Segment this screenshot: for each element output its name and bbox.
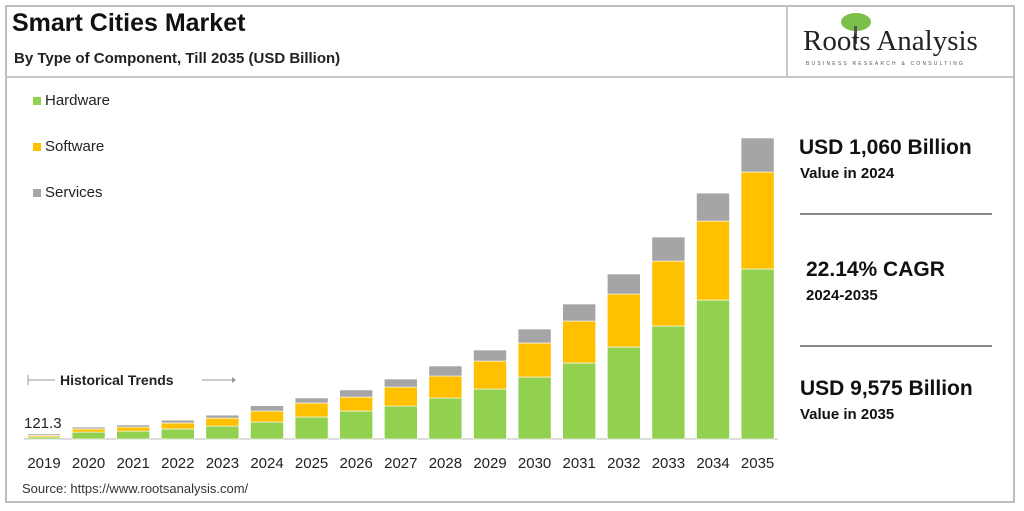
bar-hardware-2025 xyxy=(294,416,329,440)
bar-software-2035 xyxy=(740,171,775,270)
legend-label: Software xyxy=(45,138,105,155)
data-label-2019: 121.3 xyxy=(24,415,62,432)
chart-title: Smart Cities Market xyxy=(12,9,246,37)
bar-software-2031 xyxy=(562,320,597,364)
bar-hardware-2033 xyxy=(651,325,686,440)
logo-tagline: BUSINESS RESEARCH & CONSULTING xyxy=(806,61,965,67)
bar-software-2023 xyxy=(205,417,240,427)
frame xyxy=(5,5,1015,503)
legend-label: Hardware xyxy=(45,92,111,109)
x-tick-label: 2019 xyxy=(27,455,60,472)
x-tick-label: 2032 xyxy=(607,455,640,472)
bar-software-2028 xyxy=(428,375,463,399)
divider xyxy=(800,345,992,347)
bar-services-2028 xyxy=(428,365,463,377)
bar-services-2031 xyxy=(562,303,597,322)
bar-software-2022 xyxy=(161,422,195,430)
bar-software-2020 xyxy=(71,428,106,433)
bar-software-2026 xyxy=(339,396,374,412)
x-tick-label: 2027 xyxy=(384,455,417,472)
bar-software-2032 xyxy=(606,293,641,348)
x-tick-label: 2028 xyxy=(429,455,462,472)
logo-box xyxy=(786,5,1017,77)
x-tick-label: 2029 xyxy=(473,455,506,472)
bar-software-2034 xyxy=(696,220,730,301)
bar-hardware-2035 xyxy=(740,268,775,440)
bar-hardware-2032 xyxy=(606,346,641,440)
legend-item-hardware: Hardware xyxy=(33,92,110,109)
bar-services-2026 xyxy=(339,389,374,398)
bar-services-2032 xyxy=(606,273,641,295)
bar-hardware-2034 xyxy=(696,299,730,440)
logo: Roots Analysis xyxy=(803,25,978,57)
x-tick-label: 2024 xyxy=(250,455,283,472)
arrow-head-icon xyxy=(232,377,236,383)
bar-software-2024 xyxy=(250,410,284,423)
bar-services-2027 xyxy=(383,378,418,388)
bar-software-2030 xyxy=(517,342,552,378)
bar-hardware-2020 xyxy=(71,431,106,440)
x-tick-label: 2023 xyxy=(206,455,239,472)
x-tick-label: 2022 xyxy=(161,455,194,472)
chart-subtitle: By Type of Component, Till 2035 (USD Bil… xyxy=(14,50,341,67)
bar-services-2022 xyxy=(161,419,195,424)
highlight-cagr-value: 22.14% CAGR xyxy=(806,258,945,281)
bar-services-2019 xyxy=(27,433,61,436)
bar-software-2033 xyxy=(651,260,686,327)
bar-services-2033 xyxy=(651,236,686,262)
bar-services-2035 xyxy=(740,137,775,173)
x-tick-label: 2021 xyxy=(117,455,150,472)
bar-hardware-2026 xyxy=(339,410,374,440)
bar-services-2024 xyxy=(250,405,284,412)
highlight-2024-value: USD 1,060 Billion xyxy=(799,136,972,159)
bar-hardware-2028 xyxy=(428,397,463,440)
header-divider xyxy=(5,76,1015,78)
x-tick-label: 2026 xyxy=(340,455,373,472)
x-tick-label: 2035 xyxy=(741,455,774,472)
x-tick-label: 2034 xyxy=(696,455,729,472)
bar-software-2021 xyxy=(116,426,150,432)
divider xyxy=(800,213,992,215)
historical-trends-annotation: Historical Trends xyxy=(60,372,174,388)
bar-services-2020 xyxy=(71,426,106,430)
bar-services-2029 xyxy=(473,349,507,362)
bar-services-2034 xyxy=(696,192,730,222)
bar-software-2025 xyxy=(294,402,329,418)
highlight-2024-caption: Value in 2024 xyxy=(800,165,895,182)
bar-hardware-2022 xyxy=(161,428,195,440)
legend-item-software: Software xyxy=(33,138,104,155)
x-tick-label: 2020 xyxy=(72,455,105,472)
source-note: Source: https://www.rootsanalysis.com/ xyxy=(22,481,249,496)
bar-hardware-2024 xyxy=(250,421,284,440)
bar-hardware-2021 xyxy=(116,430,150,440)
legend-swatch xyxy=(33,189,41,197)
bar-hardware-2029 xyxy=(473,388,507,440)
legend-swatch xyxy=(33,143,41,151)
bar-hardware-2031 xyxy=(562,362,597,440)
bar-hardware-2019 xyxy=(27,436,61,440)
bar-hardware-2023 xyxy=(205,425,240,440)
x-tick-label: 2033 xyxy=(652,455,685,472)
bar-hardware-2027 xyxy=(383,405,418,440)
x-tick-label: 2025 xyxy=(295,455,328,472)
highlight-2035-value: USD 9,575 Billion xyxy=(800,377,973,400)
bar-software-2029 xyxy=(473,360,507,390)
legend-label: Services xyxy=(45,184,103,201)
legend-swatch xyxy=(33,97,41,105)
bar-services-2030 xyxy=(517,328,552,344)
bar-software-2027 xyxy=(383,386,418,407)
bar-services-2023 xyxy=(205,414,240,419)
bar-services-2021 xyxy=(116,424,150,428)
legend-item-services: Services xyxy=(33,184,103,201)
highlight-2035-caption: Value in 2035 xyxy=(800,406,895,423)
x-tick-label: 2030 xyxy=(518,455,551,472)
bar-services-2025 xyxy=(294,397,329,404)
highlight-cagr-caption: 2024-2035 xyxy=(806,287,878,304)
bar-hardware-2030 xyxy=(517,376,552,440)
x-tick-label: 2031 xyxy=(563,455,596,472)
